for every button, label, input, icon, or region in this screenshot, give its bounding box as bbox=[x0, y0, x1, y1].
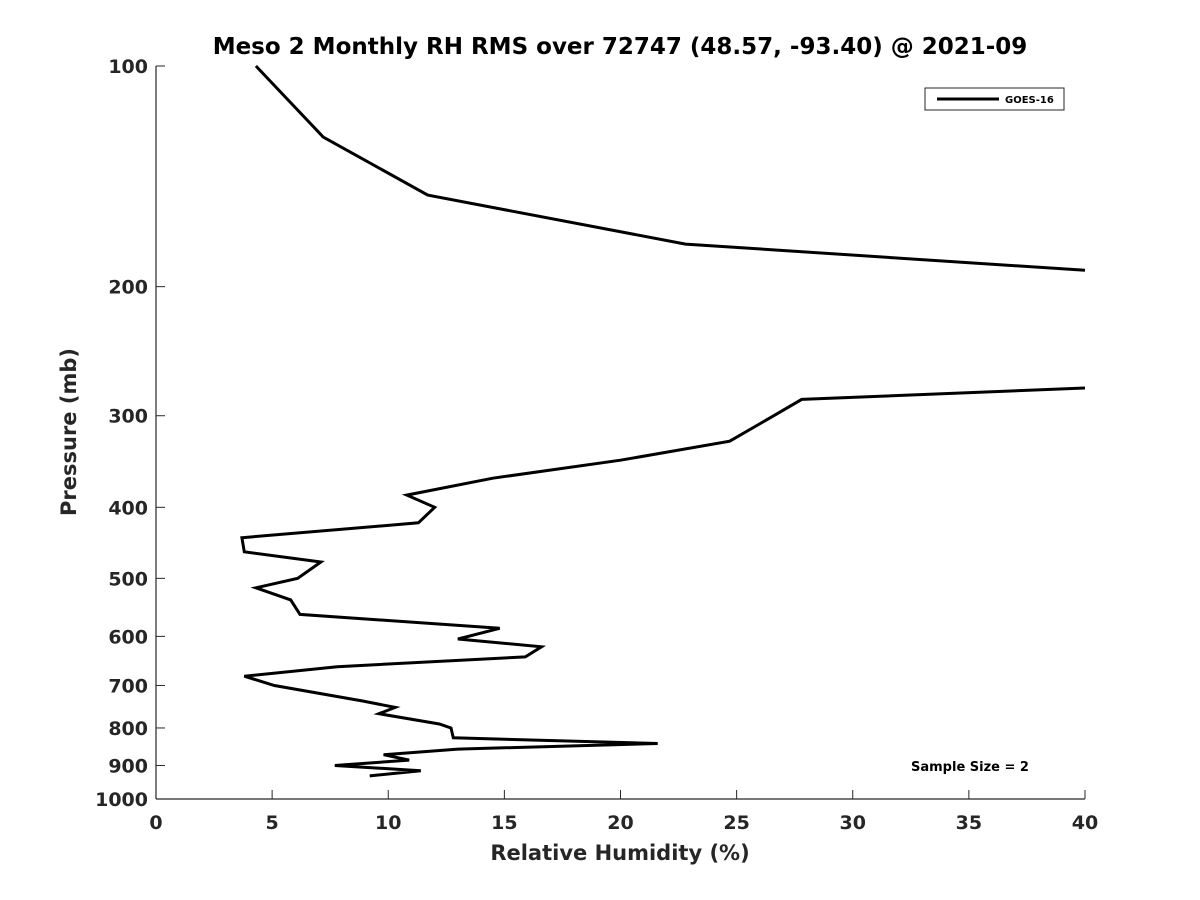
y-tick-label: 700 bbox=[108, 675, 148, 697]
series-line-goes-16-segment-2 bbox=[240, 386, 1086, 778]
y-ticks: 100 200 300 400 500 600 700 800 900 1000 bbox=[95, 56, 165, 811]
legend-label-goes-16: GOES-16 bbox=[1005, 95, 1054, 106]
x-tick-label: 35 bbox=[956, 812, 982, 834]
y-tick-label: 200 bbox=[108, 277, 148, 299]
x-tick-label: 40 bbox=[1072, 812, 1098, 834]
x-tick-label: 10 bbox=[375, 812, 401, 834]
x-ticks: 0 5 10 15 20 25 30 35 40 bbox=[149, 790, 1098, 834]
x-tick-label: 25 bbox=[723, 812, 749, 834]
y-tick-label: 500 bbox=[108, 568, 148, 590]
x-tick-label: 0 bbox=[149, 812, 162, 834]
y-tick-label: 300 bbox=[108, 406, 148, 428]
x-tick-label: 5 bbox=[266, 812, 279, 834]
x-tick-label: 30 bbox=[840, 812, 866, 834]
y-axis-label: Pressure (mb) bbox=[57, 348, 81, 516]
y-tick-label: 600 bbox=[108, 626, 148, 648]
x-tick-label: 20 bbox=[607, 812, 633, 834]
x-tick-label: 15 bbox=[491, 812, 517, 834]
y-tick-label: 800 bbox=[108, 718, 148, 740]
y-tick-label: 900 bbox=[108, 755, 148, 777]
series-layer bbox=[240, 64, 1086, 778]
chart-title: Meso 2 Monthly RH RMS over 72747 (48.57,… bbox=[213, 34, 1028, 60]
y-tick-label: 400 bbox=[108, 497, 148, 519]
series-line-goes-16-segment-1 bbox=[254, 64, 1086, 272]
x-axis-label: Relative Humidity (%) bbox=[490, 841, 749, 865]
y-tick-label: 1000 bbox=[95, 789, 148, 811]
y-tick-label: 100 bbox=[108, 56, 148, 78]
legend: GOES-16 bbox=[924, 87, 1065, 111]
sample-size-annotation: Sample Size = 2 bbox=[911, 760, 1029, 775]
